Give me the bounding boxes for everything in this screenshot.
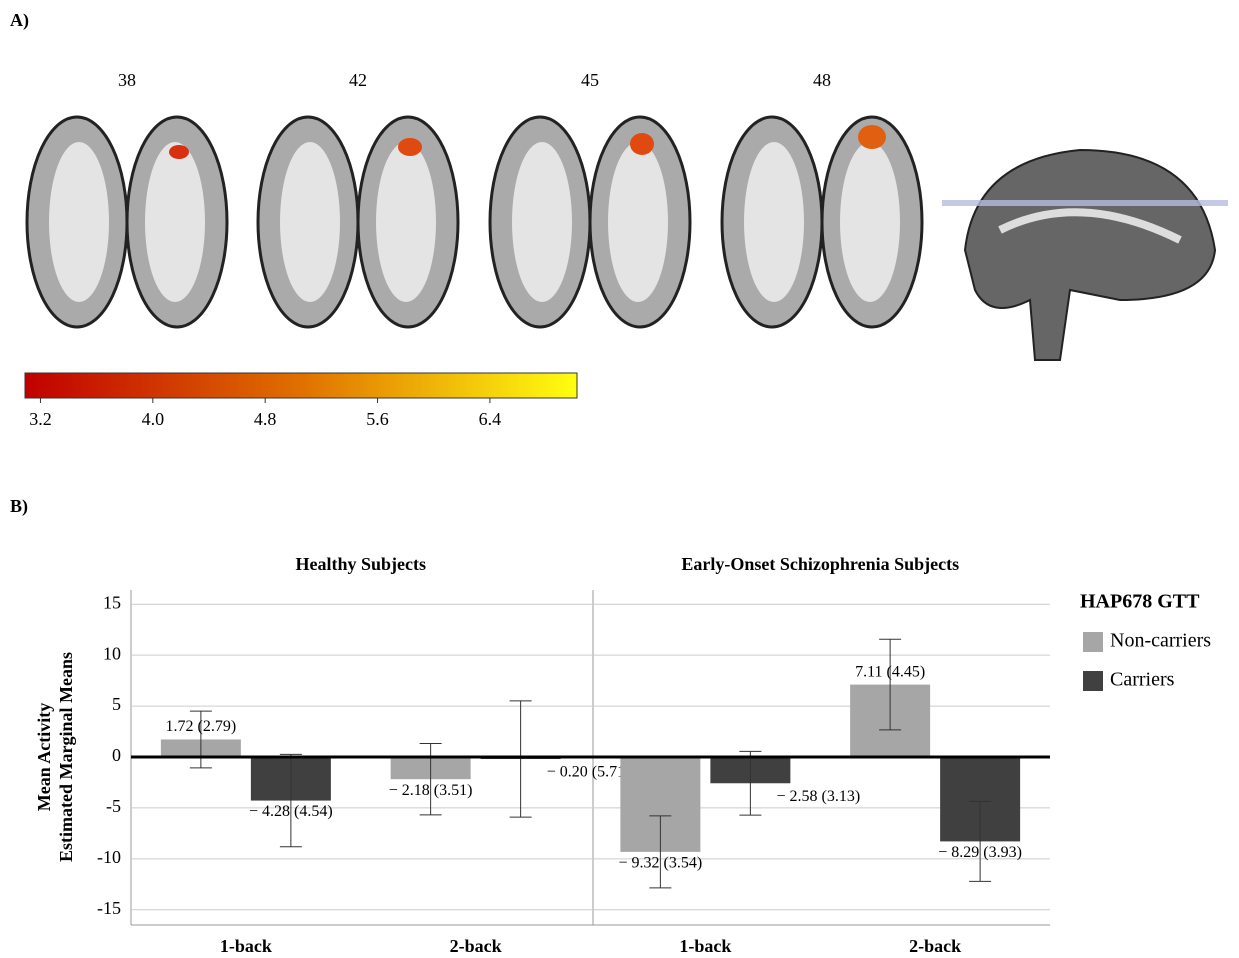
legend-swatch [1083, 671, 1103, 691]
slice-label: 38 [118, 70, 136, 90]
y-tick-label: 15 [103, 592, 121, 612]
colorbar-tick-label: 6.4 [479, 409, 502, 429]
sagittal-brain [942, 150, 1228, 360]
brain [490, 117, 690, 327]
legend-label: Carriers [1110, 669, 1175, 691]
value-label: − 4.28 (4.54) [249, 803, 333, 820]
y-axis-label: Estimated Marginal Means [56, 652, 76, 862]
colorbar-tick-label: 3.2 [29, 409, 52, 429]
value-label: − 8.29 (3.93) [938, 844, 1022, 861]
x-tick-label: 1-back [679, 936, 731, 956]
y-tick-label: -10 [97, 847, 121, 867]
colorbar-tick-label: 4.8 [254, 409, 277, 429]
x-tick-label: 1-back [220, 936, 272, 956]
colorbar [25, 373, 577, 398]
brain [27, 117, 227, 327]
x-tick-label: 2-back [450, 936, 502, 956]
brain [722, 117, 922, 327]
value-label: − 0.20 (5.71) [547, 764, 631, 781]
value-label: − 2.58 (3.13) [777, 788, 861, 805]
panel-label: A) [10, 10, 29, 31]
panel-title: Healthy Subjects [296, 554, 427, 574]
panel-label: B) [10, 496, 28, 517]
colorbar-tick-label: 5.6 [366, 409, 389, 429]
legend-label: Non-carriers [1110, 630, 1211, 652]
brain [258, 117, 458, 327]
slice-label: 42 [349, 70, 367, 90]
value-label: − 9.32 (3.54) [619, 855, 703, 872]
legend-swatch [1083, 632, 1103, 652]
y-tick-label: 5 [112, 694, 121, 714]
slice-label: 48 [813, 70, 831, 90]
brain-slices [27, 117, 1228, 360]
y-tick-label: -5 [106, 796, 121, 816]
value-label: 1.72 (2.79) [166, 718, 237, 735]
value-label: 7.11 (4.45) [855, 663, 925, 680]
y-tick-label: 10 [103, 643, 121, 663]
figure: A) B) Mean Activity Estimated Marginal M… [0, 0, 1239, 958]
colorbar-tick-label: 4.0 [142, 409, 165, 429]
slice-label: 45 [581, 70, 599, 90]
y-axis-label: Mean Activity [34, 703, 54, 811]
legend-title: HAP678 GTT [1080, 591, 1200, 613]
value-label: − 2.18 (3.51) [389, 782, 473, 799]
x-tick-label: 2-back [909, 936, 961, 956]
y-tick-label: -15 [97, 898, 121, 918]
y-tick-label: 0 [112, 745, 121, 765]
panel-title: Early-Onset Schizophrenia Subjects [681, 554, 959, 574]
